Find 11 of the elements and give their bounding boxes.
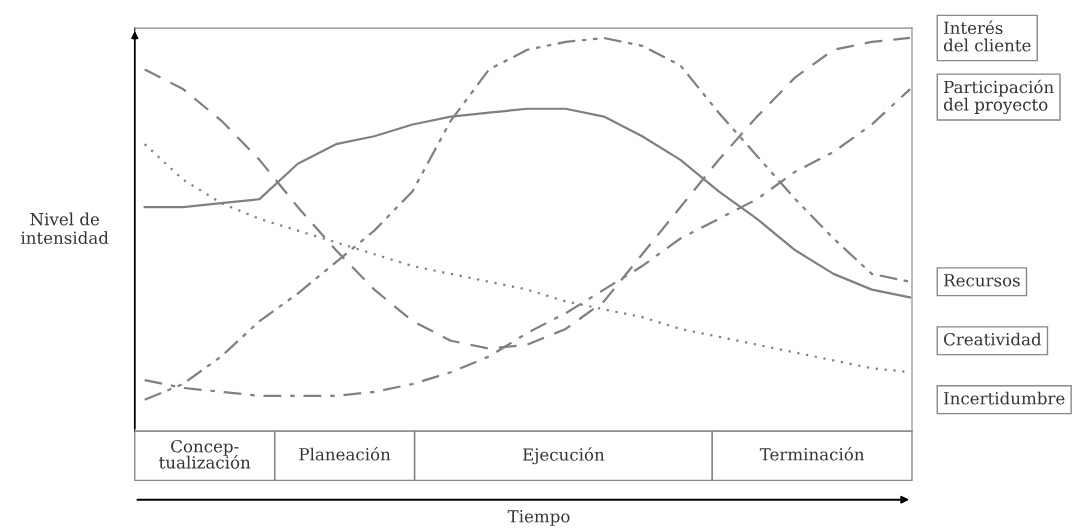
text: Interés del cliente xyxy=(943,20,1031,52)
text: Terminación xyxy=(759,447,865,461)
text: Concep- tualización xyxy=(159,439,251,469)
text: Ejecución xyxy=(522,447,605,465)
x-axis-title: Tiempo xyxy=(507,510,570,526)
text: Participación del proyecto xyxy=(943,79,1054,115)
text: Recursos xyxy=(944,274,1020,287)
text: Incertidumbre xyxy=(944,391,1065,405)
text: Creatividad xyxy=(944,332,1042,346)
y-axis-title: Nivel de intensidad xyxy=(21,212,109,245)
text: Planeación xyxy=(299,447,391,461)
